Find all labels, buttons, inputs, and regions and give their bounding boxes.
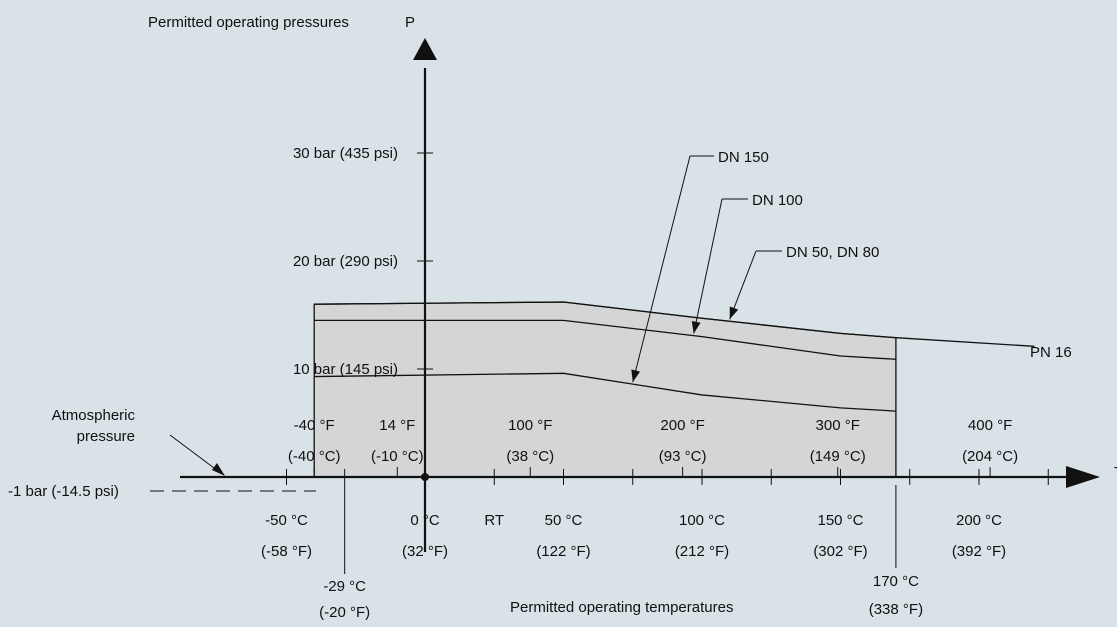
room-temp-label: RT xyxy=(484,512,504,529)
fahrenheit-sub-label-93-c: (93 °C) xyxy=(659,448,707,465)
callout-leader-dn-150 xyxy=(632,155,691,383)
y-axis-title: Permitted operating pressures xyxy=(148,14,349,31)
celsius-label-150-c: 150 °C xyxy=(817,512,863,529)
fahrenheit-label-300-f: 300 °F xyxy=(816,417,860,434)
callout-arrow-dn-50-dn-80 xyxy=(729,306,739,320)
fahrenheit-label-200-f: 200 °F xyxy=(660,417,704,434)
max-temp-sub-label: (338 °F) xyxy=(869,601,923,618)
series-line-dn-150 xyxy=(314,372,896,412)
y-axis-symbol: P xyxy=(405,14,415,31)
celsius-sub-label-212-f: (212 °F) xyxy=(675,543,729,560)
celsius-sub-label-122-f: (122 °F) xyxy=(536,543,590,560)
fahrenheit-sub-label-149-c: (149 °C) xyxy=(810,448,866,465)
fahrenheit-sub-label-40-c: (-40 °C) xyxy=(288,448,341,465)
min-temp-sub-label: (-20 °F) xyxy=(319,604,370,621)
y-tick-label-20-bar: 20 bar (290 psi) xyxy=(293,253,398,270)
fahrenheit-sub-label-10-c: (-10 °C) xyxy=(371,448,424,465)
celsius-label-50-c: -50 °C xyxy=(265,512,308,529)
celsius-label-200-c: 200 °C xyxy=(956,512,1002,529)
fahrenheit-label-40-f: -40 °F xyxy=(294,417,335,434)
celsius-sub-label-58-f: (-58 °F) xyxy=(261,543,312,560)
celsius-sub-label-302-f: (302 °F) xyxy=(813,543,867,560)
y-axis-arrow xyxy=(413,38,437,60)
atmospheric-leader xyxy=(169,434,223,475)
atmospheric-leader-arrow xyxy=(212,463,225,476)
fahrenheit-label-14-f: 14 °F xyxy=(379,417,415,434)
fahrenheit-sub-label-38-c: (38 °C) xyxy=(506,448,554,465)
series-label-dn-100: DN 100 xyxy=(752,192,803,209)
max-temp-label: 170 °C xyxy=(873,573,919,590)
celsius-sub-label-392-f: (392 °F) xyxy=(952,543,1006,560)
fahrenheit-label-400-f: 400 °F xyxy=(968,417,1012,434)
x-axis-symbol: T xyxy=(1114,464,1117,481)
origin-dot xyxy=(421,473,429,481)
series-label-dn-150: DN 150 xyxy=(718,149,769,166)
callout-arrow-dn-150 xyxy=(631,369,641,383)
callout-arrow-dn-100 xyxy=(691,320,701,334)
x-axis-arrow xyxy=(1066,466,1100,488)
series-label-dn-50-dn-80: DN 50, DN 80 xyxy=(786,244,879,261)
atmospheric-label-line2: pressure xyxy=(77,428,135,445)
callout-leader-dn-50-dn-80 xyxy=(729,250,757,320)
celsius-label-50-c: 50 °C xyxy=(545,512,583,529)
celsius-label-100-c: 100 °C xyxy=(679,512,725,529)
pn-label: PN 16 xyxy=(1030,344,1072,361)
callout-leader-dn-100 xyxy=(693,198,723,334)
y-tick-label-10-bar: 10 bar (145 psi) xyxy=(293,361,398,378)
y-tick-label-30-bar: 30 bar (435 psi) xyxy=(293,145,398,162)
celsius-sub-label-32-f: (32 °F) xyxy=(402,543,448,560)
vacuum-label: -1 bar (-14.5 psi) xyxy=(8,483,119,500)
min-temp-label: -29 °C xyxy=(323,578,366,595)
fahrenheit-label-100-f: 100 °F xyxy=(508,417,552,434)
celsius-label-0-c: 0 °C xyxy=(410,512,440,529)
fahrenheit-sub-label-204-c: (204 °C) xyxy=(962,448,1018,465)
x-axis-title: Permitted operating temperatures xyxy=(510,599,733,616)
atmospheric-label-line1: Atmospheric xyxy=(52,407,136,424)
series-line-dn-100 xyxy=(314,319,896,360)
series-line-dn-50-dn-80 xyxy=(314,301,1035,347)
